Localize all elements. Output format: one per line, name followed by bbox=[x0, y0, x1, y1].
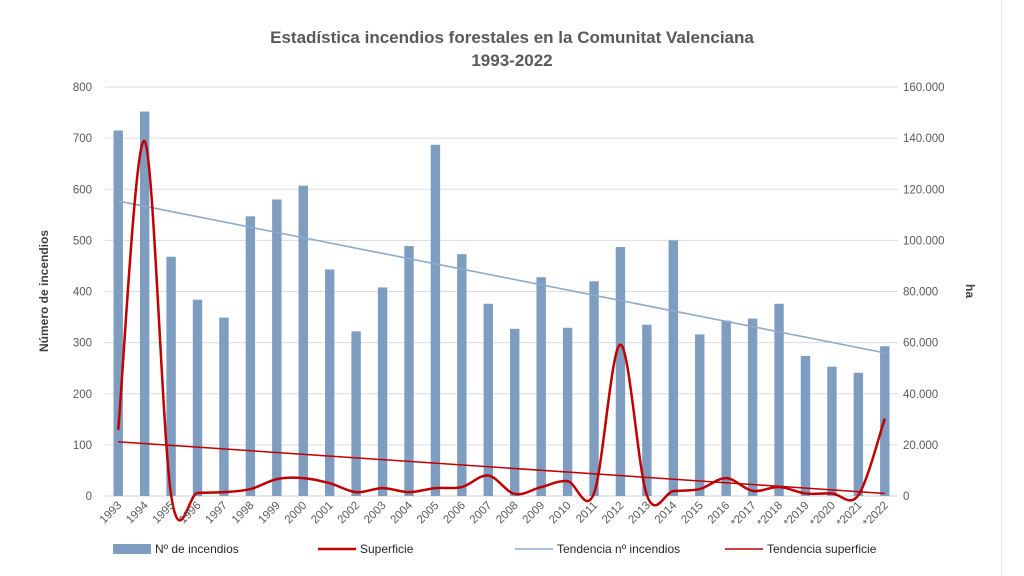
x-tick-label: *2020 bbox=[808, 500, 838, 530]
bar-2016 bbox=[721, 320, 731, 496]
x-tick-label: 2001 bbox=[309, 500, 336, 527]
bar-2020 bbox=[827, 366, 837, 496]
chart-subtitle: 1993-2022 bbox=[471, 51, 552, 70]
x-tick-label: 2005 bbox=[415, 500, 442, 527]
y-tick-label: 600 bbox=[73, 184, 92, 196]
y2-axis-title: ha bbox=[963, 284, 977, 298]
bar-2013 bbox=[642, 324, 652, 496]
bar-2021 bbox=[853, 372, 864, 496]
y2-tick-label: 140.000 bbox=[903, 133, 945, 145]
x-tick-label: 1996 bbox=[177, 500, 204, 527]
legend-label: Nº de incendios bbox=[155, 542, 239, 556]
bar-2004 bbox=[404, 245, 414, 496]
x-tick-label: 1999 bbox=[256, 500, 283, 527]
x-tick-label: *2022 bbox=[861, 500, 891, 530]
bar-2001 bbox=[324, 269, 335, 496]
line-superficie bbox=[116, 139, 886, 522]
bar-2012 bbox=[615, 247, 626, 496]
y2-tick-label: 0 bbox=[903, 491, 909, 503]
x-tick-label: 2003 bbox=[362, 500, 389, 527]
bar-2005 bbox=[430, 144, 441, 497]
x-tick-label: *2021 bbox=[835, 500, 865, 530]
bar-1993 bbox=[113, 130, 123, 497]
x-tick-label: 2014 bbox=[653, 499, 680, 526]
x-tick-label: 2002 bbox=[336, 500, 363, 527]
y-tick-label: 700 bbox=[73, 133, 92, 145]
bar-2007 bbox=[483, 303, 493, 496]
x-tick-label: 1998 bbox=[230, 500, 257, 527]
y2-tick-label: 100.000 bbox=[903, 235, 945, 247]
y2-tick-label: 20.000 bbox=[903, 440, 938, 452]
x-tick-label: 2004 bbox=[389, 499, 416, 526]
y-tick-label: 400 bbox=[73, 287, 92, 299]
bar-2018 bbox=[774, 303, 784, 496]
x-tick-label: *2017 bbox=[729, 500, 759, 530]
y2-axis-ticks: 0 20.000 40.000 60.000 80.000 100.000 120.000 1… bbox=[903, 82, 945, 503]
legend-swatch-bar bbox=[113, 544, 151, 554]
bar-2014 bbox=[668, 240, 679, 496]
bar-2008 bbox=[510, 328, 520, 496]
y2-tick-label: 80.000 bbox=[903, 287, 938, 299]
page-edge bbox=[1001, 0, 1002, 576]
bar-1995 bbox=[166, 256, 176, 496]
y-axis-title: Número de incendios bbox=[37, 230, 51, 352]
x-tick-label: 2011 bbox=[574, 500, 600, 526]
bar-2010 bbox=[562, 327, 573, 496]
bars bbox=[113, 111, 890, 497]
bar-2000 bbox=[298, 185, 308, 496]
trendline-superficie bbox=[118, 441, 885, 495]
x-tick-label: 2012 bbox=[600, 500, 627, 527]
bar-1994 bbox=[139, 111, 150, 496]
y-axis-ticks: 0 100 200 300 400 500 600 700 800 bbox=[73, 82, 92, 503]
x-tick-label: 2000 bbox=[283, 500, 310, 527]
bar-2002 bbox=[351, 331, 361, 496]
x-tick-label: 2010 bbox=[547, 500, 574, 527]
bar-2015 bbox=[695, 334, 705, 496]
y2-tick-label: 120.000 bbox=[903, 184, 945, 196]
bar-1998 bbox=[245, 216, 256, 496]
y-tick-label: 500 bbox=[73, 235, 92, 247]
x-tick-label: 2015 bbox=[679, 500, 706, 527]
x-tick-label: 2006 bbox=[441, 500, 468, 527]
x-tick-label: 2013 bbox=[626, 500, 653, 527]
y2-tick-label: 160.000 bbox=[903, 82, 945, 94]
y2-tick-label: 40.000 bbox=[903, 389, 938, 401]
gridlines bbox=[105, 86, 898, 497]
x-tick-label: 1994 bbox=[124, 499, 151, 526]
legend: Nº de incendios Superficie Tendencia nº in… bbox=[113, 542, 877, 556]
bar-2011 bbox=[589, 281, 599, 496]
x-tick-label: *2018 bbox=[755, 500, 785, 530]
y-tick-label: 100 bbox=[73, 440, 92, 452]
lines bbox=[116, 139, 886, 522]
legend-label: Superficie bbox=[360, 542, 414, 556]
x-tick-label: 2008 bbox=[494, 500, 521, 527]
y-tick-label: 0 bbox=[86, 491, 92, 503]
bar-1996 bbox=[192, 299, 203, 496]
y2-tick-label: 60.000 bbox=[903, 338, 938, 350]
y-tick-label: 300 bbox=[73, 338, 92, 350]
bar-2009 bbox=[536, 277, 546, 496]
chart-title: Estadística incendios forestales en la C… bbox=[270, 28, 754, 47]
bar-2006 bbox=[457, 254, 467, 496]
y-tick-label: 800 bbox=[73, 82, 92, 94]
x-tick-label: *2019 bbox=[782, 500, 812, 530]
bar-2019 bbox=[800, 355, 811, 496]
legend-label: Tendencia superficie bbox=[767, 542, 877, 556]
bar-2003 bbox=[377, 287, 388, 496]
x-tick-label: 1997 bbox=[203, 500, 230, 527]
bar-2017 bbox=[747, 318, 758, 496]
legend-label: Tendencia nº incendios bbox=[557, 542, 680, 556]
y-tick-label: 200 bbox=[73, 389, 92, 401]
x-tick-label: 2009 bbox=[521, 500, 548, 527]
bar-1997 bbox=[219, 317, 229, 496]
bar-1999 bbox=[272, 199, 282, 496]
x-axis-ticks: 1993 1994 1995 1996 1997 1998 1999 2000 2001 2002… bbox=[98, 499, 891, 529]
x-tick-label: 2007 bbox=[468, 500, 495, 527]
x-tick-label: 1993 bbox=[98, 500, 125, 527]
trendline-incendios bbox=[118, 200, 885, 354]
x-tick-label: 2016 bbox=[706, 500, 733, 527]
